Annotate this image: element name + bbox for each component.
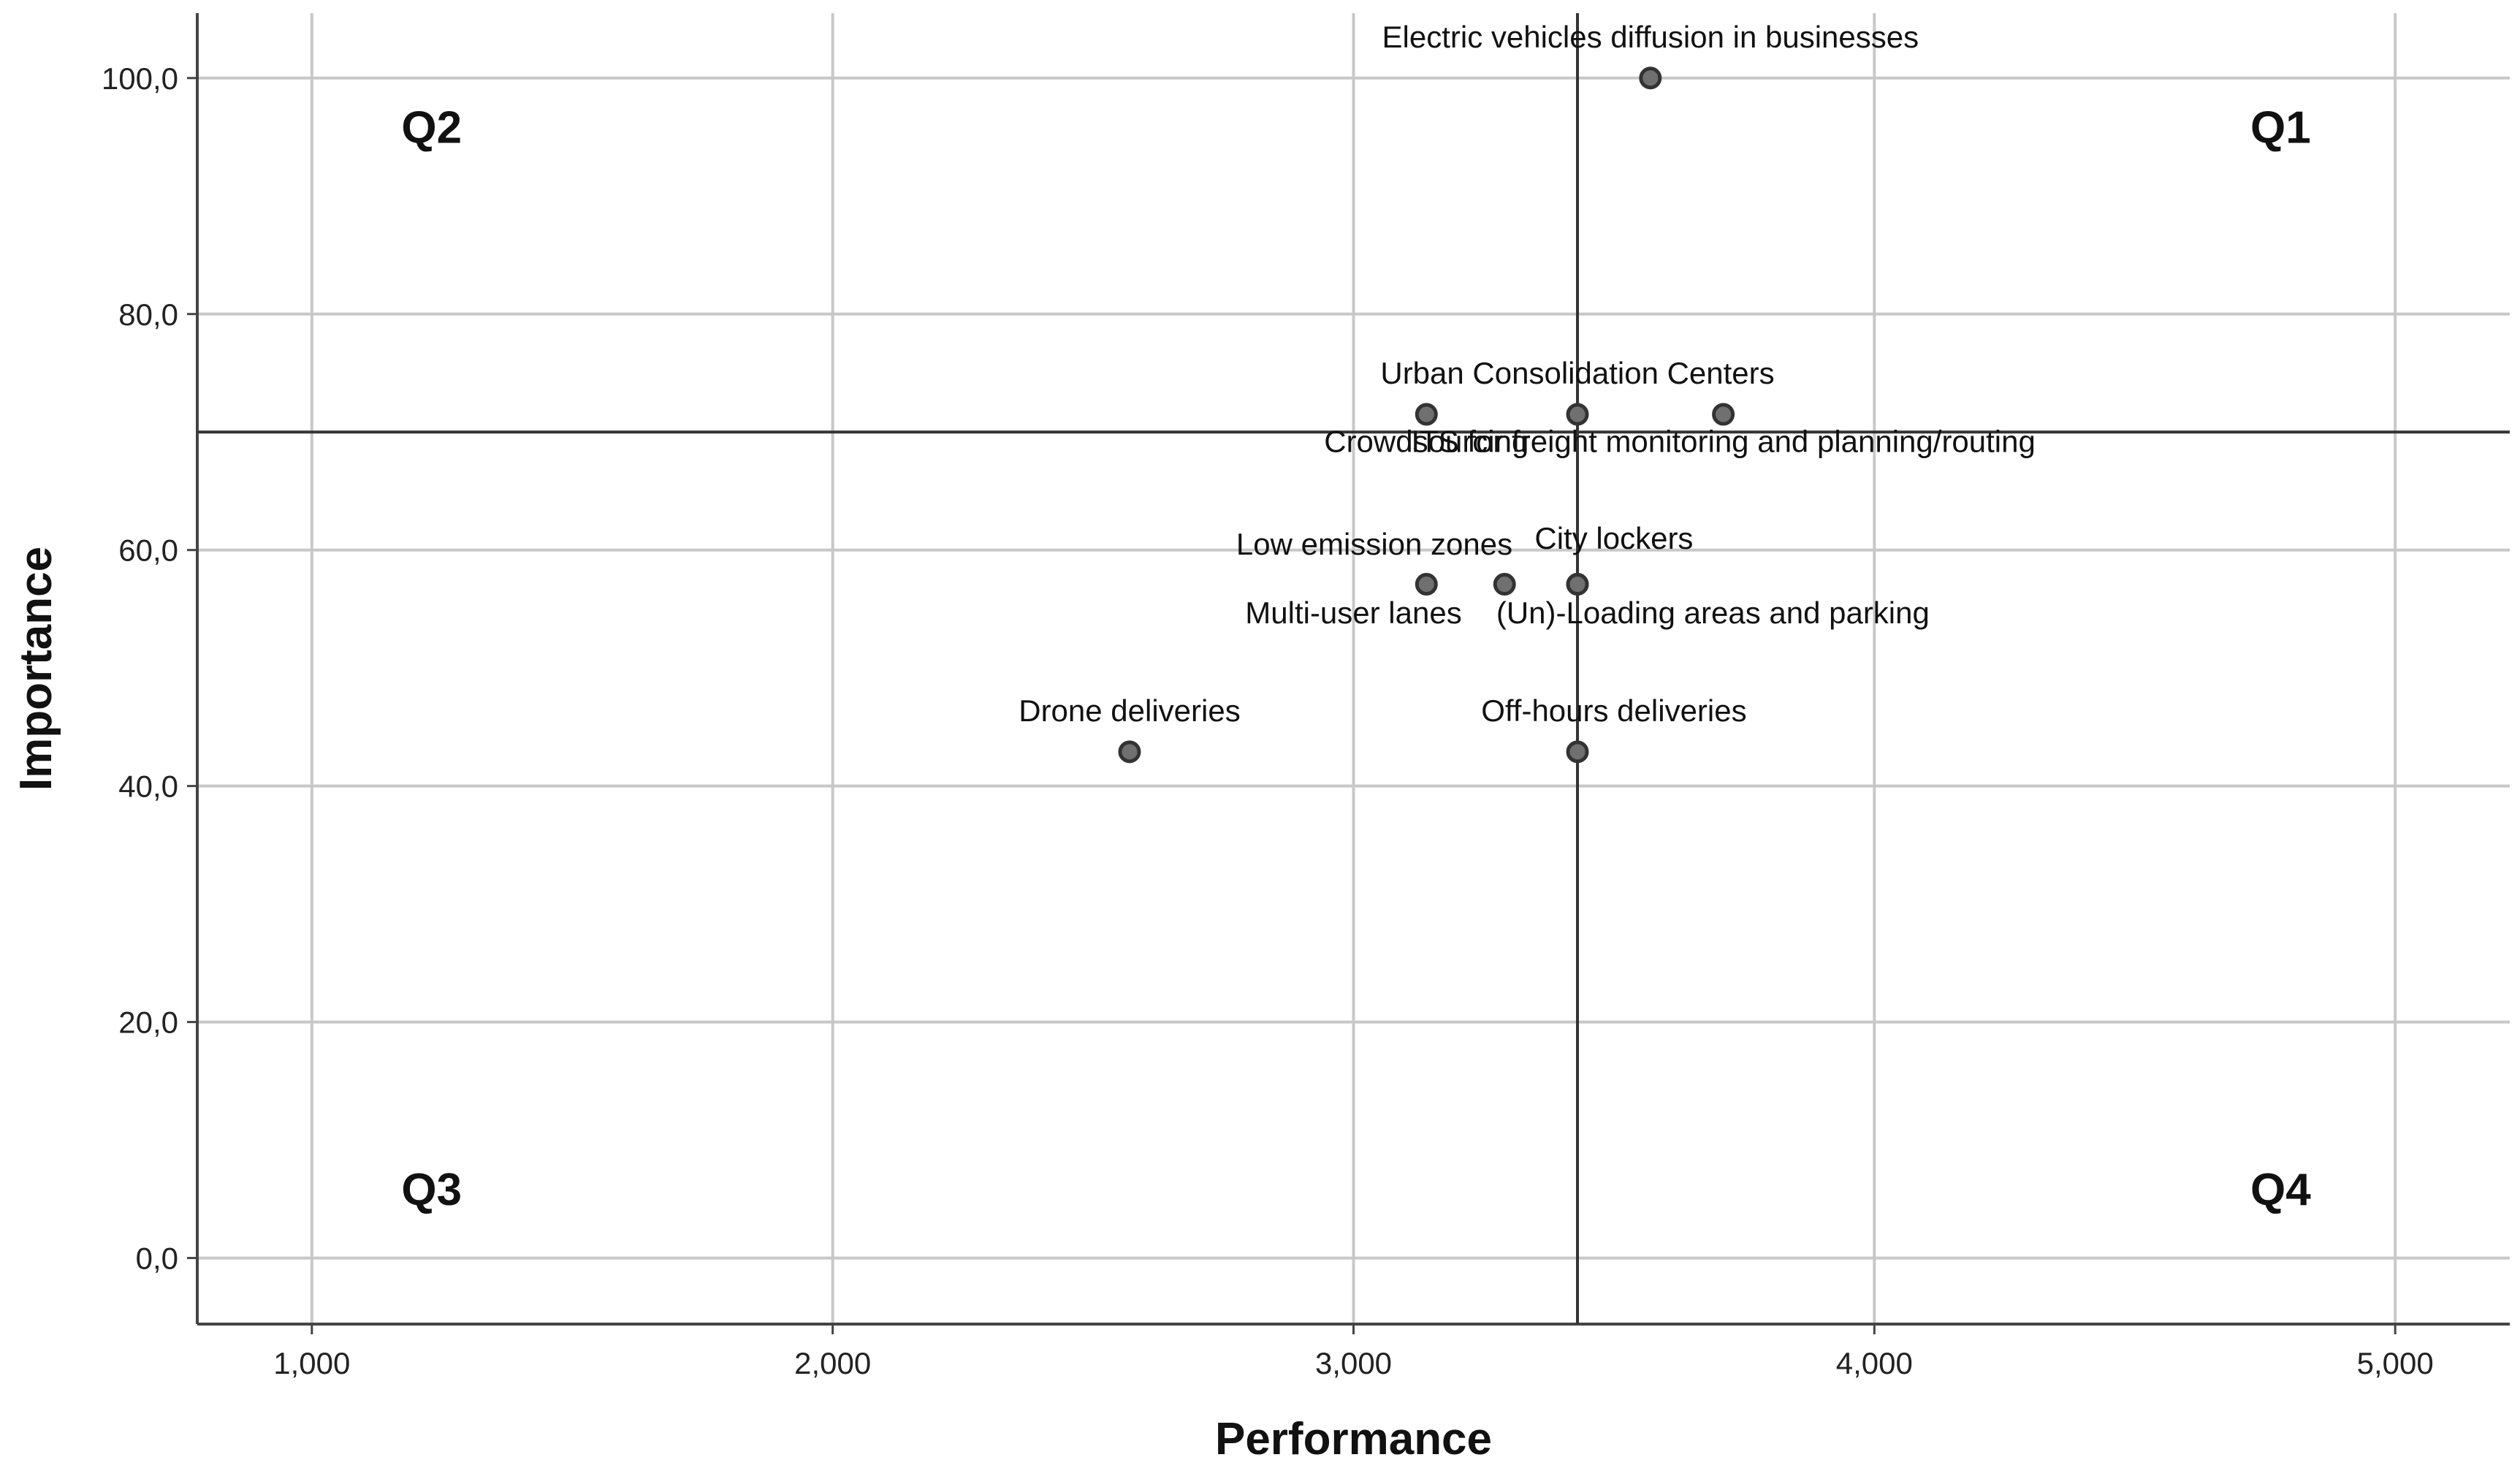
reference-lines	[197, 13, 2510, 1324]
data-point-label-9: Off-hours deliveries	[1481, 693, 1746, 728]
quadrant-label-q3: Q3	[401, 1165, 462, 1215]
data-point-label-5: City lockers	[1534, 521, 1693, 555]
data-point-label-6: Multi-user lanes	[1245, 596, 1461, 630]
data-point-1	[1566, 403, 1589, 426]
data-point-7	[1566, 573, 1589, 596]
data-point-8	[1118, 740, 1141, 764]
data-point-label-7: (Un)-Loading areas and parking	[1496, 596, 1930, 630]
y-tick-label-3: 60,0	[118, 533, 178, 568]
quadrant-label-q1: Q1	[2250, 103, 2311, 153]
data-point-label-1: Urban Consolidation Centers	[1380, 356, 1774, 390]
quadrant-label-q2: Q2	[401, 103, 462, 153]
data-point-9	[1566, 740, 1589, 764]
data-point-2	[1415, 403, 1438, 426]
x-tick-label-1: 2,000	[794, 1346, 871, 1380]
grid-layer	[197, 13, 2510, 1324]
y-axis-title: Importance	[11, 547, 61, 791]
x-tick-label-4: 5,000	[2357, 1346, 2434, 1380]
x-tick-label-2: 3,000	[1315, 1346, 1392, 1380]
y-tick-label-4: 80,0	[118, 297, 178, 332]
quadrant-label-q4: Q4	[2250, 1165, 2311, 1215]
y-tick-label-2: 40,0	[118, 769, 178, 804]
data-point-0	[1639, 66, 1662, 90]
data-point-4	[1415, 573, 1438, 596]
data-point-6	[1493, 573, 1516, 596]
y-tick-label-5: 100,0	[102, 61, 178, 96]
data-point-3	[1712, 403, 1735, 426]
data-point-label-4: Low emission zones	[1236, 527, 1512, 561]
data-point-label-0: Electric vehicles diffusion in businesse…	[1382, 20, 1919, 54]
x-tick-label-3: 4,000	[1836, 1346, 1913, 1380]
x-tick-label-0: 1,000	[273, 1346, 350, 1380]
data-point-label-3: ITS for freight monitoring and planning/…	[1411, 425, 2036, 459]
x-axis-title: Performance	[1215, 1414, 1492, 1464]
data-point-label-2: Crowdsourcing	[1324, 425, 1529, 459]
data-point-label-8: Drone deliveries	[1019, 693, 1240, 728]
y-tick-label-0: 0,0	[136, 1242, 178, 1276]
labels-layer: Q1 Q2 Q3 Q4 Electric vehicles diffusion in b…	[401, 20, 2311, 1215]
y-tick-label-1: 20,0	[118, 1005, 178, 1040]
points-layer	[1118, 66, 1735, 764]
axis-layer: 1,000 2,000 3,000 4,000 5,000 0,0 20,0 40,0 60,0…	[102, 13, 2510, 1380]
